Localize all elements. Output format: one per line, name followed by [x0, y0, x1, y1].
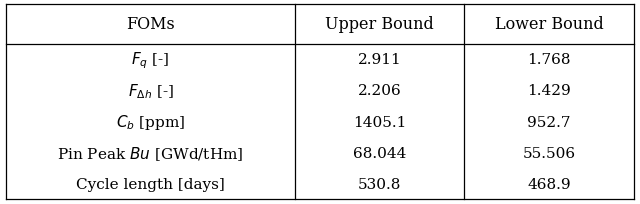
Text: 468.9: 468.9: [527, 177, 571, 191]
Text: Cycle length [days]: Cycle length [days]: [76, 177, 225, 191]
Text: 530.8: 530.8: [358, 177, 401, 191]
Text: Lower Bound: Lower Bound: [495, 16, 604, 33]
Text: 1.768: 1.768: [527, 53, 571, 67]
Text: 1405.1: 1405.1: [353, 115, 406, 129]
Text: 68.044: 68.044: [353, 146, 406, 160]
Text: Pin Peak $Bu$ [GWd/tHm]: Pin Peak $Bu$ [GWd/tHm]: [58, 144, 244, 162]
Text: $F_{\Delta h}$ [-]: $F_{\Delta h}$ [-]: [128, 82, 173, 100]
Text: Upper Bound: Upper Bound: [325, 16, 434, 33]
Text: 2.911: 2.911: [358, 53, 401, 67]
Text: $F_q$ [-]: $F_q$ [-]: [131, 50, 170, 70]
Text: 1.429: 1.429: [527, 84, 571, 98]
Text: 952.7: 952.7: [527, 115, 571, 129]
Text: $C_b$ [ppm]: $C_b$ [ppm]: [116, 113, 186, 131]
Text: 2.206: 2.206: [358, 84, 401, 98]
Text: 55.506: 55.506: [522, 146, 575, 160]
Text: FOMs: FOMs: [126, 16, 175, 33]
